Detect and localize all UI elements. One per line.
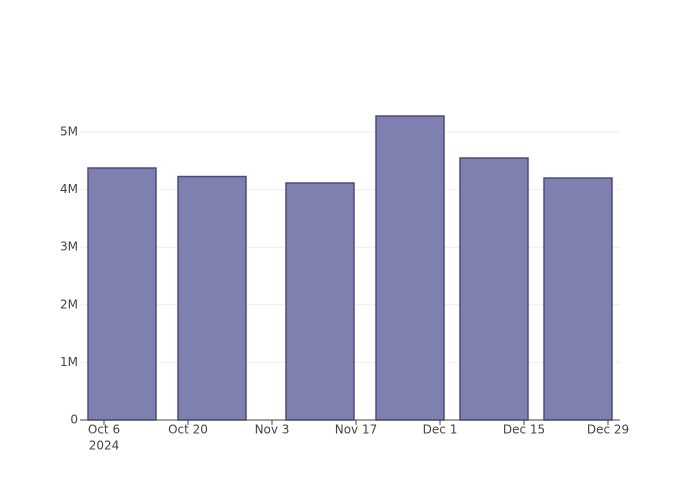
y-tick-label: 3M bbox=[60, 240, 78, 254]
bar bbox=[459, 157, 529, 421]
y-tick-label: 1M bbox=[60, 355, 78, 369]
x-tick-label: Oct 6 bbox=[88, 423, 120, 437]
y-tick-label: 4M bbox=[60, 182, 78, 196]
bar bbox=[285, 182, 355, 421]
x-tick-label: Dec 1 bbox=[423, 423, 458, 437]
y-tick-label: 0 bbox=[70, 413, 78, 427]
bar bbox=[375, 115, 445, 421]
x-tick-label: Dec 15 bbox=[503, 423, 545, 437]
bar bbox=[543, 177, 613, 421]
bar bbox=[87, 167, 157, 421]
bar bbox=[177, 175, 247, 421]
x-tick-label: Nov 3 bbox=[255, 423, 290, 437]
y-tick-label: 5M bbox=[60, 125, 78, 139]
x-tick-label: Nov 17 bbox=[335, 423, 378, 437]
x-tick-label: Dec 29 bbox=[587, 423, 629, 437]
x-tick-label: Oct 20 bbox=[168, 423, 208, 437]
x-year-label: 2024 bbox=[89, 439, 120, 453]
y-tick-label: 2M bbox=[60, 297, 78, 311]
